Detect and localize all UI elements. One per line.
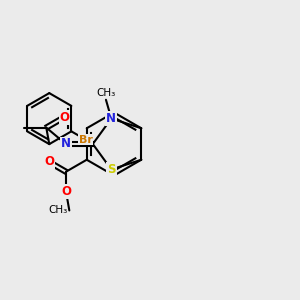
Text: CH₃: CH₃ xyxy=(96,88,116,98)
Text: O: O xyxy=(59,111,70,124)
Text: S: S xyxy=(107,163,116,176)
Text: O: O xyxy=(61,185,71,198)
Text: N: N xyxy=(106,112,116,125)
Text: O: O xyxy=(44,155,54,169)
Text: N: N xyxy=(61,137,71,151)
Text: Br: Br xyxy=(79,135,93,145)
Text: CH₃: CH₃ xyxy=(49,206,68,215)
